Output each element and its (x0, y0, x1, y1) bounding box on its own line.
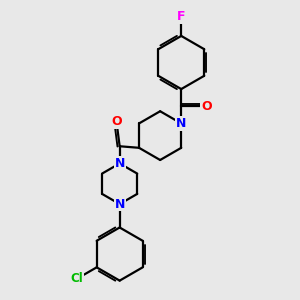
Text: Cl: Cl (71, 272, 83, 285)
Text: N: N (115, 157, 125, 170)
Text: F: F (177, 10, 185, 23)
Text: O: O (201, 100, 211, 113)
Text: N: N (176, 117, 186, 130)
Text: N: N (115, 198, 125, 211)
Text: N: N (176, 117, 186, 130)
Text: O: O (112, 115, 122, 128)
Text: N: N (115, 157, 125, 170)
